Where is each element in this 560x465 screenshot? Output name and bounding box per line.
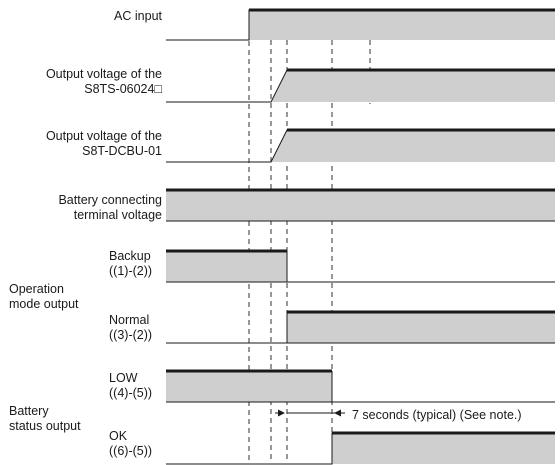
waveform-s8ts-output	[166, 68, 555, 103]
label-dcbu-output: Output voltage of the S8T-DCBU-01	[45, 129, 162, 158]
label-normal: Normal ((3)-(2))	[109, 313, 153, 342]
label-battery-status: Battery status output	[9, 404, 81, 433]
label-backup: Backup ((1)-(2))	[109, 249, 153, 278]
waveform-dcbu-output	[166, 128, 555, 163]
waveform-ac-input	[166, 8, 555, 41]
label-ac-input: AC input	[114, 9, 162, 23]
waveform-normal	[166, 310, 555, 344]
waveform-backup	[166, 249, 555, 283]
label-battery-terminal: Battery connecting terminal voltage	[58, 193, 162, 222]
label-low: LOW ((4)-(5))	[109, 371, 153, 400]
annotation-delay: 7 seconds (typical) (See note.)	[352, 408, 522, 422]
label-ok: OK ((6)-(5))	[109, 429, 153, 458]
waveform-low	[166, 369, 555, 403]
label-operation-mode: Operation mode output	[9, 282, 79, 311]
label-s8ts-output: Output voltage of the S8TS-06024□	[45, 67, 162, 96]
waveform-ok	[166, 431, 555, 465]
waveform-battery-terminal	[166, 188, 555, 222]
